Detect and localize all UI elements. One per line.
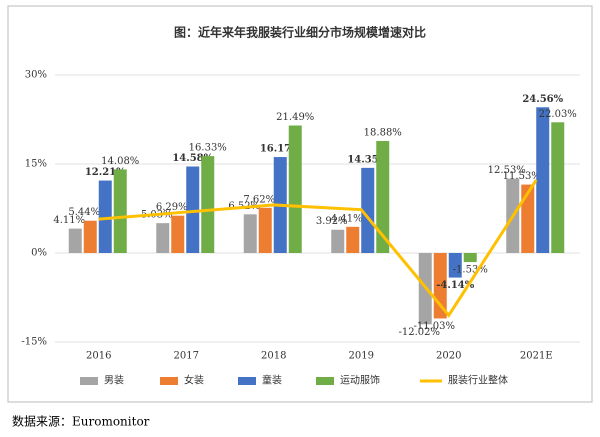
- bar: [288, 125, 302, 253]
- data-label: 14.35%: [347, 154, 388, 165]
- chart-title: 图：近年来年我服装行业细分市场规模增速对比: [174, 25, 426, 40]
- data-label: 18.88%: [364, 127, 402, 138]
- x-tick-label: 2016: [86, 351, 111, 362]
- bar: [68, 228, 82, 253]
- source-note: 数据来源：Euromonitor: [12, 414, 150, 429]
- x-tick-label: 2021E: [520, 351, 553, 362]
- legend-label: 运动服饰: [340, 374, 380, 387]
- bar: [463, 253, 477, 263]
- data-label: 21.49%: [276, 112, 314, 123]
- legend-label: 服装行业整体: [448, 374, 508, 387]
- data-label: -1.53%: [453, 265, 488, 276]
- bar: [448, 253, 462, 278]
- data-label: 5.44%: [68, 207, 100, 218]
- data-label: 4.41%: [331, 213, 363, 224]
- bar: [156, 223, 170, 253]
- legend-label: 童装: [262, 374, 282, 387]
- legend-label: 男装: [104, 374, 124, 387]
- y-tick-label: 15%: [25, 159, 47, 170]
- data-label: 12.21%: [85, 167, 126, 178]
- bar: [521, 184, 535, 253]
- data-label: 16.17%: [260, 144, 301, 155]
- y-tick-label: 30%: [25, 70, 47, 81]
- y-tick-label: -15%: [21, 337, 47, 348]
- data-label: 4.11%: [53, 215, 85, 226]
- bar: [83, 220, 97, 253]
- data-label: 14.08%: [101, 156, 139, 167]
- data-label: 7.62%: [243, 194, 275, 205]
- data-label: 11.53%: [503, 171, 541, 182]
- bar: [346, 226, 360, 253]
- x-tick-label: 2017: [174, 351, 199, 362]
- bar: [536, 107, 550, 253]
- bar: [331, 229, 345, 253]
- bar: [551, 122, 565, 253]
- data-label: -11.03%: [413, 321, 455, 332]
- bar: [113, 169, 127, 253]
- bar: [243, 214, 257, 253]
- data-label: 3.92%: [316, 216, 348, 227]
- legend-swatch: [80, 377, 98, 385]
- data-label: 12.53%: [488, 165, 526, 176]
- bar: [186, 166, 200, 253]
- x-tick-label: 2019: [349, 351, 374, 362]
- x-tick-label: 2020: [436, 351, 461, 362]
- data-label: 14.58%: [172, 153, 213, 164]
- x-tick-label: 2018: [261, 351, 286, 362]
- bar: [98, 180, 112, 253]
- legend-swatch: [160, 377, 178, 385]
- legend-swatch: [238, 377, 256, 385]
- data-label: 16.33%: [189, 143, 227, 154]
- data-label: -12.02%: [398, 327, 440, 338]
- legend-swatch: [316, 377, 334, 385]
- bar: [376, 140, 390, 253]
- y-tick-label: 0%: [31, 248, 47, 259]
- bar: [201, 156, 215, 253]
- data-label: 22.03%: [539, 109, 577, 120]
- bar: [171, 215, 185, 253]
- data-label: 6.29%: [156, 202, 188, 213]
- data-label: -4.14%: [436, 280, 475, 291]
- legend-label: 女装: [184, 374, 204, 387]
- line-series: [98, 179, 538, 318]
- bar: [258, 207, 272, 253]
- data-label: 24.56%: [522, 94, 563, 105]
- bar: [361, 167, 375, 253]
